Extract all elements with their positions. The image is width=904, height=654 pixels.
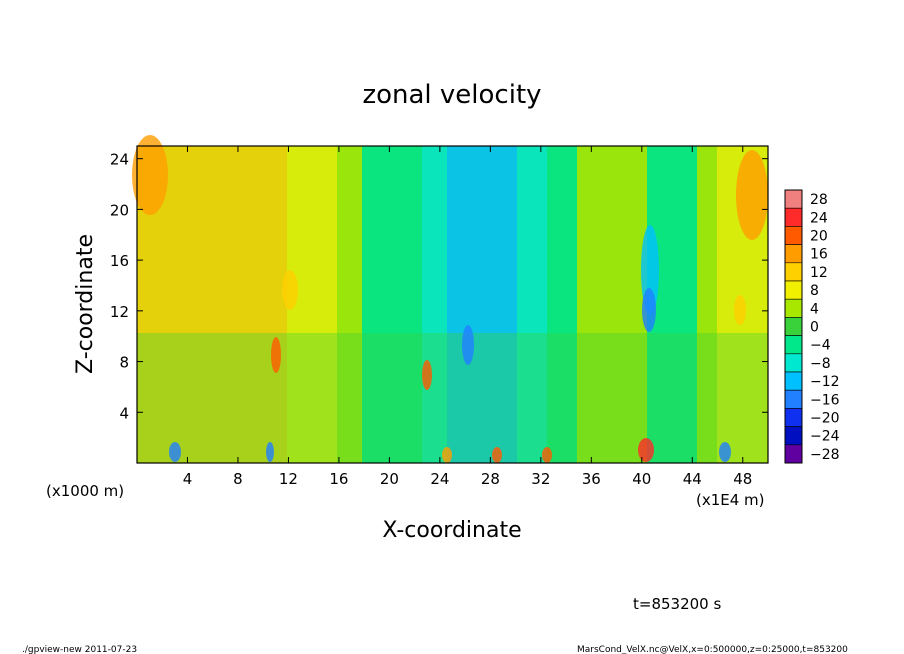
y-axis-ticks: 4 8 12 16 20 24	[110, 151, 768, 422]
x-tick-label: 12	[279, 470, 298, 488]
colorbar-swatch	[784, 244, 803, 264]
colorbar-label: −12	[810, 374, 840, 390]
colorbar-label: −24	[810, 429, 840, 445]
colorbar-swatch	[784, 444, 803, 464]
y-axis-label: Z-coordinate	[73, 234, 98, 374]
y-tick-label: 12	[110, 303, 129, 321]
heatmap-feature	[442, 447, 452, 463]
colorbar-frame	[784, 189, 803, 464]
colorbar-label: −4	[810, 338, 831, 354]
heatmap-feature	[492, 447, 502, 463]
heatmap-feature	[132, 135, 168, 215]
heatmap-feature	[734, 295, 746, 325]
y-tick-label: 24	[110, 151, 129, 169]
colorbar-swatch	[784, 371, 803, 391]
y-tick-label: 16	[110, 252, 129, 270]
heatmap-feature	[266, 442, 274, 462]
heatmap-band	[447, 146, 517, 463]
colorbar-label: 28	[810, 192, 828, 208]
heatmap-band	[337, 146, 362, 463]
colorbar-label: 8	[810, 283, 819, 299]
footer-right: MarsCond_VelX.nc@VelX,x=0:500000,z=0:250…	[577, 645, 848, 654]
colorbar-swatch	[784, 298, 803, 318]
heatmap-feature	[169, 442, 181, 462]
colorbar-label: −16	[810, 392, 840, 408]
heatmap-feature	[462, 325, 474, 365]
colorbar-label: 24	[810, 210, 828, 226]
heatmap-field	[132, 135, 768, 463]
plot-frame	[136, 145, 769, 464]
heatmap-feature	[638, 438, 654, 462]
heatmap-band	[517, 146, 547, 463]
y-tick-label: 20	[110, 201, 129, 219]
x-tick-label: 8	[233, 470, 243, 488]
y-tick-label: 4	[119, 404, 129, 422]
colorbar-label: 4	[810, 301, 819, 317]
colorbar-swatch	[784, 226, 803, 245]
heatmap-feature	[736, 150, 768, 240]
colorbar-label: 16	[810, 247, 828, 263]
x-tick-label: 32	[531, 470, 550, 488]
colorbar: 28 24 20 16 12 8 4 0 −4 −8 −12 −16 −20 −24 −28	[784, 189, 840, 464]
x-tick-label: 4	[183, 470, 193, 488]
colorbar-label: 0	[810, 320, 819, 336]
colorbar-label: −20	[810, 411, 840, 427]
x-tick-label: 16	[329, 470, 348, 488]
heatmap-feature	[542, 447, 552, 463]
colorbar-swatch	[784, 207, 803, 227]
colorbar-label: −28	[810, 447, 840, 463]
heatmap-band	[697, 146, 717, 463]
y-tick-label: 8	[119, 354, 129, 372]
x-tick-label: 28	[481, 470, 500, 488]
colorbar-swatch	[784, 189, 803, 209]
footer-left: ./gpview-new 2011-07-23	[22, 645, 137, 654]
colorbar-label: 12	[810, 265, 828, 281]
x-axis-ticks: 4 8 12 16 20 24 28 32 36 40 44 48	[183, 146, 752, 488]
x-tick-label: 36	[582, 470, 601, 488]
heatmap-feature	[282, 270, 298, 310]
heatmap-feature	[719, 442, 731, 462]
colorbar-swatch	[784, 335, 803, 355]
colorbar-label: 20	[810, 229, 828, 245]
heatmap-feature	[271, 337, 281, 373]
colorbar-swatch	[784, 280, 803, 300]
colorbar-swatch	[784, 408, 803, 427]
chart-title: zonal velocity	[362, 80, 541, 110]
heatmap-feature	[642, 288, 656, 332]
x-tick-label: 40	[632, 470, 651, 488]
colorbar-swatch	[784, 353, 803, 373]
heatmap-lower-layer	[137, 333, 768, 463]
heatmap-feature	[422, 360, 432, 390]
heatmap-band	[547, 146, 577, 463]
x-tick-label: 48	[733, 470, 752, 488]
colorbar-label: −8	[810, 356, 831, 372]
colorbar-swatch	[784, 426, 803, 446]
colorbar-swatch	[784, 317, 803, 336]
x-unit-left: (x1000 m)	[46, 482, 124, 500]
heatmap-band	[577, 146, 647, 463]
x-axis-label: X-coordinate	[382, 518, 521, 543]
x-tick-label: 44	[683, 470, 702, 488]
x-tick-label: 24	[430, 470, 449, 488]
heatmap-band	[422, 146, 447, 463]
x-unit-right: (x1E4 m)	[696, 491, 765, 509]
x-tick-label: 20	[380, 470, 399, 488]
heatmap-band	[362, 146, 422, 463]
colorbar-swatch	[784, 262, 803, 282]
time-annotation: t=853200 s	[633, 595, 721, 613]
colorbar-swatch	[784, 389, 803, 409]
plot-area	[132, 135, 769, 464]
